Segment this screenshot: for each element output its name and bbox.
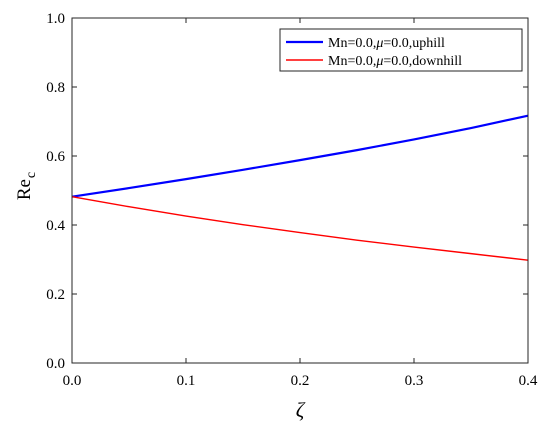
legend: Mn=0.0,μ=0.0,uphill Mn=0.0,μ=0.0,downhill	[279, 28, 523, 72]
x-tick-label: 0.3	[405, 373, 424, 389]
series-line-2	[71, 196, 529, 261]
axes: 0.0 0.1 0.2 0.3 0.4 0.0 0.2 0.4 0.6 0.8 1.0	[46, 11, 538, 389]
y-tick-label: 1.0	[46, 11, 65, 27]
y-tick-label: 0.0	[46, 356, 65, 372]
series-layer	[71, 114, 529, 261]
y-tick-label: 0.8	[46, 80, 65, 96]
x-tick-label: 0.2	[291, 373, 310, 389]
y-tick-label: 0.2	[46, 287, 65, 303]
y-tick-label: 0.4	[46, 218, 65, 234]
plot-area	[72, 18, 528, 363]
plot-background	[72, 18, 528, 363]
legend-box	[279, 28, 523, 72]
x-axis-label: ζ	[296, 398, 306, 422]
x-tick-label: 0.1	[177, 373, 196, 389]
x-tick-label: 0.0	[63, 373, 82, 389]
y-axis-label-subscript: c	[24, 172, 39, 178]
y-axis-label: Rec	[14, 172, 39, 200]
legend-label-2: Mn=0.0,μ=0.0,downhill	[328, 54, 462, 69]
y-axis-label-main: Re	[14, 179, 35, 200]
y-tick-label: 0.6	[46, 149, 65, 165]
legend-label-1: Mn=0.0,μ=0.0,uphill	[328, 36, 445, 51]
series-line-1	[71, 114, 529, 198]
x-tick-label: 0.4	[519, 373, 538, 389]
